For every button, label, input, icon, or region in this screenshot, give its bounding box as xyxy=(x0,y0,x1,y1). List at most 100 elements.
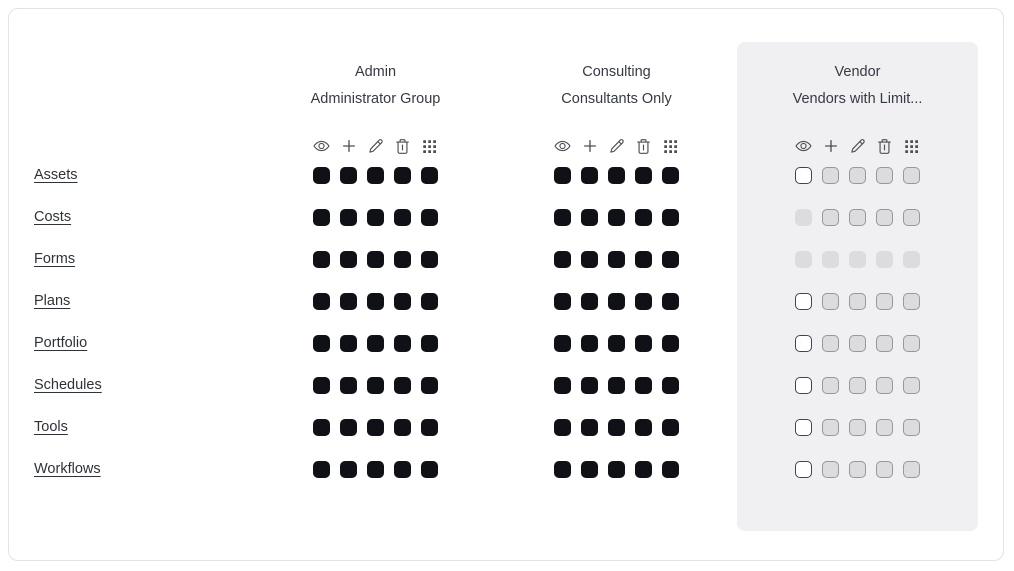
row-link-portfolio[interactable]: Portfolio xyxy=(34,335,88,351)
permission-checkbox[interactable] xyxy=(394,250,411,268)
permission-checkbox[interactable] xyxy=(367,208,384,226)
permission-checkbox[interactable] xyxy=(554,250,571,268)
permission-checkbox[interactable] xyxy=(313,208,330,226)
permission-checkbox[interactable] xyxy=(635,166,652,184)
permission-checkbox[interactable] xyxy=(394,418,411,436)
permission-checkbox[interactable] xyxy=(581,376,598,394)
permission-checkbox[interactable] xyxy=(421,292,438,310)
permission-checkbox[interactable] xyxy=(340,460,357,478)
permission-checkbox[interactable] xyxy=(554,334,571,352)
permission-checkbox[interactable] xyxy=(608,334,625,352)
permission-checkbox[interactable] xyxy=(608,376,625,394)
permission-checkbox[interactable] xyxy=(662,292,679,310)
permission-checkbox[interactable] xyxy=(313,418,330,436)
permission-checkbox[interactable] xyxy=(313,292,330,310)
permission-checkbox[interactable] xyxy=(367,376,384,394)
permission-checkbox[interactable] xyxy=(554,376,571,394)
row-link-tools[interactable]: Tools xyxy=(34,419,68,435)
permission-checkbox[interactable] xyxy=(581,334,598,352)
group-column-admin: Admin Administrator Group xyxy=(255,9,496,531)
permission-checkbox[interactable] xyxy=(421,334,438,352)
permission-checkbox[interactable] xyxy=(421,418,438,436)
permission-checkbox[interactable] xyxy=(581,292,598,310)
permission-checkbox[interactable] xyxy=(795,376,812,394)
permission-checkbox[interactable] xyxy=(367,166,384,184)
row-link-schedules[interactable]: Schedules xyxy=(34,377,102,393)
permission-checkbox[interactable] xyxy=(581,166,598,184)
permission-checkbox[interactable] xyxy=(421,250,438,268)
permission-checkbox[interactable] xyxy=(554,208,571,226)
permission-checkbox[interactable] xyxy=(608,166,625,184)
permission-checkbox[interactable] xyxy=(313,250,330,268)
permission-checkbox[interactable] xyxy=(635,250,652,268)
permission-checkbox[interactable] xyxy=(795,334,812,352)
permission-checkbox[interactable] xyxy=(662,418,679,436)
permission-checkbox[interactable] xyxy=(340,418,357,436)
permission-checkbox[interactable] xyxy=(367,334,384,352)
row-link-plans[interactable]: Plans xyxy=(34,293,71,309)
row-link-workflows[interactable]: Workflows xyxy=(34,461,101,477)
permission-checkbox[interactable] xyxy=(313,334,330,352)
permission-checkbox[interactable] xyxy=(394,292,411,310)
permission-checkbox[interactable] xyxy=(635,292,652,310)
permission-checkbox[interactable] xyxy=(340,208,357,226)
permission-checkbox[interactable] xyxy=(662,334,679,352)
permission-checkbox[interactable] xyxy=(313,460,330,478)
permission-checkbox[interactable] xyxy=(340,166,357,184)
permission-checkbox[interactable] xyxy=(554,166,571,184)
permission-row-portfolio xyxy=(255,322,496,364)
permission-row-assets xyxy=(255,154,496,196)
permission-checkbox[interactable] xyxy=(340,334,357,352)
permission-checkbox[interactable] xyxy=(554,292,571,310)
permission-checkbox[interactable] xyxy=(662,208,679,226)
permission-checkbox[interactable] xyxy=(608,250,625,268)
permission-checkbox[interactable] xyxy=(421,208,438,226)
permission-checkbox[interactable] xyxy=(795,418,812,436)
permission-checkbox[interactable] xyxy=(367,418,384,436)
permission-checkbox[interactable] xyxy=(581,418,598,436)
permission-checkbox[interactable] xyxy=(340,376,357,394)
permission-checkbox[interactable] xyxy=(662,376,679,394)
permission-row-plans xyxy=(496,280,737,322)
permission-checkbox[interactable] xyxy=(662,166,679,184)
permission-checkbox[interactable] xyxy=(608,460,625,478)
permission-checkbox[interactable] xyxy=(635,418,652,436)
row-link-forms[interactable]: Forms xyxy=(34,251,76,267)
permission-checkbox[interactable] xyxy=(367,250,384,268)
permission-checkbox[interactable] xyxy=(795,166,812,184)
permission-checkbox[interactable] xyxy=(554,460,571,478)
permission-checkbox[interactable] xyxy=(394,208,411,226)
permission-checkbox[interactable] xyxy=(608,208,625,226)
permission-checkbox[interactable] xyxy=(313,376,330,394)
permission-checkbox[interactable] xyxy=(394,334,411,352)
permission-checkbox[interactable] xyxy=(662,460,679,478)
permission-checkbox[interactable] xyxy=(421,460,438,478)
row-link-costs[interactable]: Costs xyxy=(34,209,72,225)
permission-checkbox[interactable] xyxy=(795,292,812,310)
permission-checkbox[interactable] xyxy=(421,376,438,394)
permission-checkbox[interactable] xyxy=(581,460,598,478)
permission-checkbox[interactable] xyxy=(554,418,571,436)
permission-checkbox[interactable] xyxy=(635,334,652,352)
permission-checkbox[interactable] xyxy=(635,208,652,226)
permission-checkbox[interactable] xyxy=(367,292,384,310)
permission-checkbox[interactable] xyxy=(394,460,411,478)
permission-checkbox[interactable] xyxy=(394,166,411,184)
permission-checkbox[interactable] xyxy=(608,292,625,310)
permission-checkbox[interactable] xyxy=(394,376,411,394)
row-link-assets[interactable]: Assets xyxy=(34,167,78,183)
permission-checkbox[interactable] xyxy=(581,250,598,268)
group-title: Vendor xyxy=(834,64,881,80)
permission-checkbox[interactable] xyxy=(795,460,812,478)
permission-checkbox[interactable] xyxy=(367,460,384,478)
permission-checkbox[interactable] xyxy=(608,418,625,436)
permission-checkbox[interactable] xyxy=(662,250,679,268)
permission-checkbox[interactable] xyxy=(340,250,357,268)
permission-checkbox[interactable] xyxy=(635,376,652,394)
permission-checkbox[interactable] xyxy=(313,166,330,184)
permission-checkbox[interactable] xyxy=(581,208,598,226)
permission-checkbox[interactable] xyxy=(635,460,652,478)
group-panel: Consulting Consultants Only xyxy=(496,9,737,490)
permission-checkbox[interactable] xyxy=(340,292,357,310)
permission-checkbox[interactable] xyxy=(421,166,438,184)
